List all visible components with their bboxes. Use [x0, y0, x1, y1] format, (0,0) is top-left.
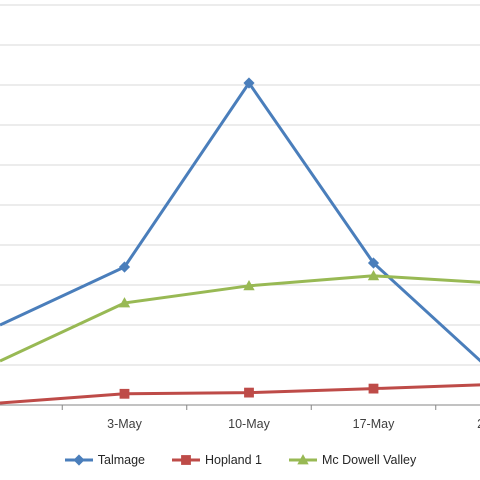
data-point-mc-dowell-valley — [118, 297, 131, 308]
data-point-mc-dowell-valley — [367, 269, 380, 281]
legend-item-hopland-1: Hopland 1 — [171, 453, 262, 467]
gridlines — [0, 4, 480, 366]
data-point-talmage — [118, 261, 131, 273]
legend-label: Talmage — [97, 453, 145, 467]
legend-marker-talmage — [73, 454, 85, 466]
legend-swatch-mc-dowell-valley — [289, 454, 317, 465]
series-lines — [0, 81, 480, 405]
series-line-talmage — [0, 81, 480, 363]
series-markers — [118, 77, 380, 399]
series-line-hopland-1 — [0, 383, 480, 405]
legend-label: Hopland 1 — [205, 453, 262, 467]
legend-item-talmage: Talmage — [64, 453, 145, 467]
legend: Talmage Hopland 1 Mc Dowell Valley — [0, 448, 480, 472]
data-point-mc-dowell-valley — [243, 279, 255, 291]
legend-marker-mc-dowell-valley — [297, 454, 309, 465]
data-point-talmage — [243, 77, 255, 89]
data-point-talmage — [367, 257, 380, 269]
x-tick-label: 10-May — [228, 417, 270, 431]
legend-swatch-hopland-1 — [172, 455, 200, 465]
series-line-mc-dowell-valley — [0, 274, 480, 363]
legend-item-mc-dowell-valley: Mc Dowell Valley — [288, 453, 416, 467]
x-tick-label: 24-May — [477, 417, 480, 431]
line-chart: 3-May 10-May 17-May 24-May — [0, 4, 480, 431]
data-point-hopland-1 — [368, 383, 379, 394]
x-axis-tick-labels: 3-May 10-May 17-May 24-May — [61, 405, 480, 431]
legend-label: Mc Dowell Valley — [322, 453, 417, 467]
x-tick-label: 17-May — [353, 417, 395, 431]
data-point-hopland-1 — [244, 387, 254, 398]
x-tick-label: 3-May — [107, 417, 142, 431]
legend-swatch-talmage — [64, 454, 93, 466]
data-point-hopland-1 — [119, 388, 130, 399]
legend-marker-hopland-1 — [181, 455, 191, 465]
